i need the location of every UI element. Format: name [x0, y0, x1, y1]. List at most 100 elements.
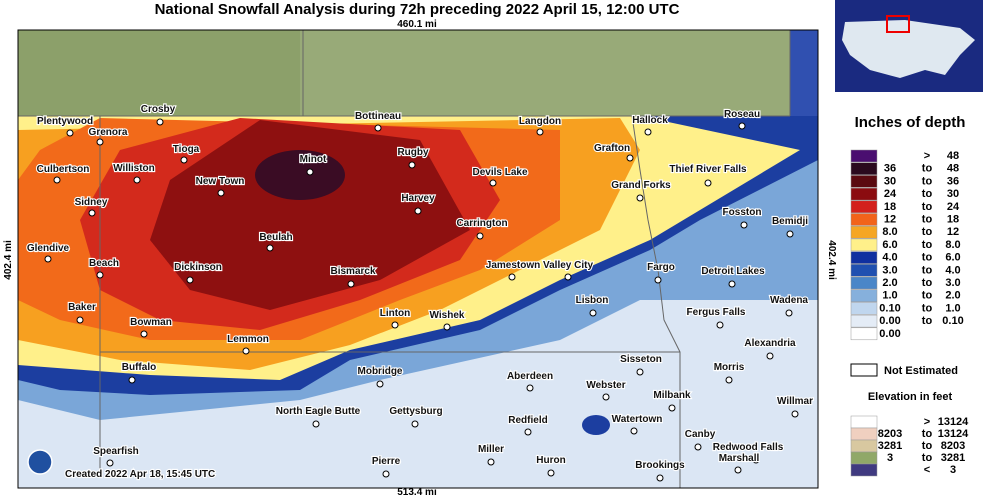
city-marker	[391, 321, 399, 329]
inset-map	[835, 0, 983, 92]
depth-label: 1.0	[882, 290, 897, 302]
depth-label: to	[922, 315, 933, 327]
city-marker	[656, 474, 664, 482]
city-label: Detroit Lakes	[701, 266, 765, 277]
elevation-label: 3281	[878, 440, 902, 452]
depth-label: to	[922, 302, 933, 314]
city-marker	[734, 466, 742, 474]
city-marker	[704, 179, 712, 187]
city-label: Fergus Falls	[687, 307, 746, 318]
city-label: Pierre	[372, 456, 401, 467]
depth-swatch	[850, 225, 878, 239]
depth-label: 18	[947, 214, 959, 226]
depth-label: 0.10	[942, 315, 963, 327]
city-label: New Town	[196, 176, 245, 187]
city-label: Webster	[586, 380, 625, 391]
elevation-title: Elevation in feet	[868, 391, 953, 403]
city-marker	[443, 323, 451, 331]
city-label: Beach	[89, 258, 119, 269]
city-marker	[140, 330, 148, 338]
city-label: Watertown	[612, 414, 663, 425]
depth-label: 36	[884, 163, 896, 175]
depth-label: to	[922, 188, 933, 200]
depth-label: 18	[884, 201, 896, 213]
depth-label: 4.0	[882, 252, 897, 264]
city-marker	[88, 209, 96, 217]
depth-label: to	[922, 163, 933, 175]
city-marker	[374, 124, 382, 132]
city-label: Milbank	[653, 390, 691, 401]
city-label: Willmar	[777, 396, 813, 407]
city-marker	[306, 168, 314, 176]
city-marker	[547, 469, 555, 477]
city-marker	[411, 420, 419, 428]
city-label: Langdon	[519, 116, 561, 127]
city-label: Huron	[536, 455, 565, 466]
depth-swatch	[850, 264, 878, 277]
city-label: Glendive	[27, 243, 70, 254]
city-label: Grand Forks	[611, 180, 671, 191]
elevation-label: to	[922, 440, 933, 452]
city-marker	[626, 154, 634, 162]
elevation-label: to	[922, 452, 933, 464]
city-label: Sidney	[75, 197, 108, 208]
city-label: Redwood Falls	[713, 442, 784, 453]
city-label: Redfield	[508, 415, 547, 426]
depth-swatch	[850, 187, 878, 201]
city-marker	[668, 404, 676, 412]
city-label: Jamestown	[486, 260, 540, 271]
map-area	[17, 29, 819, 489]
city-marker	[476, 232, 484, 240]
city-marker	[414, 207, 422, 215]
city-label: Marshall	[719, 453, 760, 464]
city-label: Rugby	[397, 147, 429, 158]
city-marker	[66, 129, 74, 137]
depth-label: 2.0	[945, 290, 960, 302]
city-marker	[508, 273, 516, 281]
city-marker	[266, 244, 274, 252]
city-marker	[376, 380, 384, 388]
created-note: Created 2022 Apr 18, 15:45 UTC	[65, 469, 215, 480]
city-marker	[180, 156, 188, 164]
city-marker	[526, 384, 534, 392]
city-label: Devils Lake	[472, 167, 527, 178]
depth-label: >	[924, 150, 930, 162]
city-marker	[242, 347, 250, 355]
city-label: Fargo	[647, 262, 675, 273]
elevation-label: 13124	[938, 428, 969, 440]
city-marker	[106, 459, 114, 467]
city-label: Wadena	[770, 295, 808, 306]
city-marker	[156, 118, 164, 126]
elevation-label: 8203	[878, 428, 902, 440]
city-marker	[96, 138, 104, 146]
city-label: Minot	[300, 154, 327, 165]
city-label: Brookings	[635, 460, 685, 471]
depth-label: to	[922, 214, 933, 226]
city-label: Alexandria	[744, 338, 796, 349]
city-marker	[694, 443, 702, 451]
depth-label: to	[922, 252, 933, 264]
city-label: Williston	[113, 163, 155, 174]
depth-label: 0.00	[879, 328, 900, 340]
depth-label: 1.0	[945, 302, 960, 314]
elevation-label: >	[924, 416, 930, 428]
scale-top: 460.1 mi	[397, 19, 437, 30]
city-label: Sisseton	[620, 354, 662, 365]
depth-label: to	[922, 277, 933, 289]
city-marker	[536, 128, 544, 136]
depth-swatch	[850, 276, 878, 290]
city-label: Plentywood	[37, 116, 93, 127]
city-marker	[408, 161, 416, 169]
depth-label: 48	[947, 150, 959, 162]
depth-swatch	[850, 200, 878, 214]
city-marker	[630, 427, 638, 435]
depth-label: to	[922, 264, 933, 276]
city-marker	[186, 276, 194, 284]
depth-label: 8.0	[945, 239, 960, 251]
depth-label: to	[922, 290, 933, 302]
city-marker	[636, 194, 644, 202]
depth-label: to	[922, 175, 933, 187]
elevation-label: to	[922, 428, 933, 440]
city-marker	[602, 393, 610, 401]
scale-bottom: 513.4 mi	[397, 487, 437, 497]
